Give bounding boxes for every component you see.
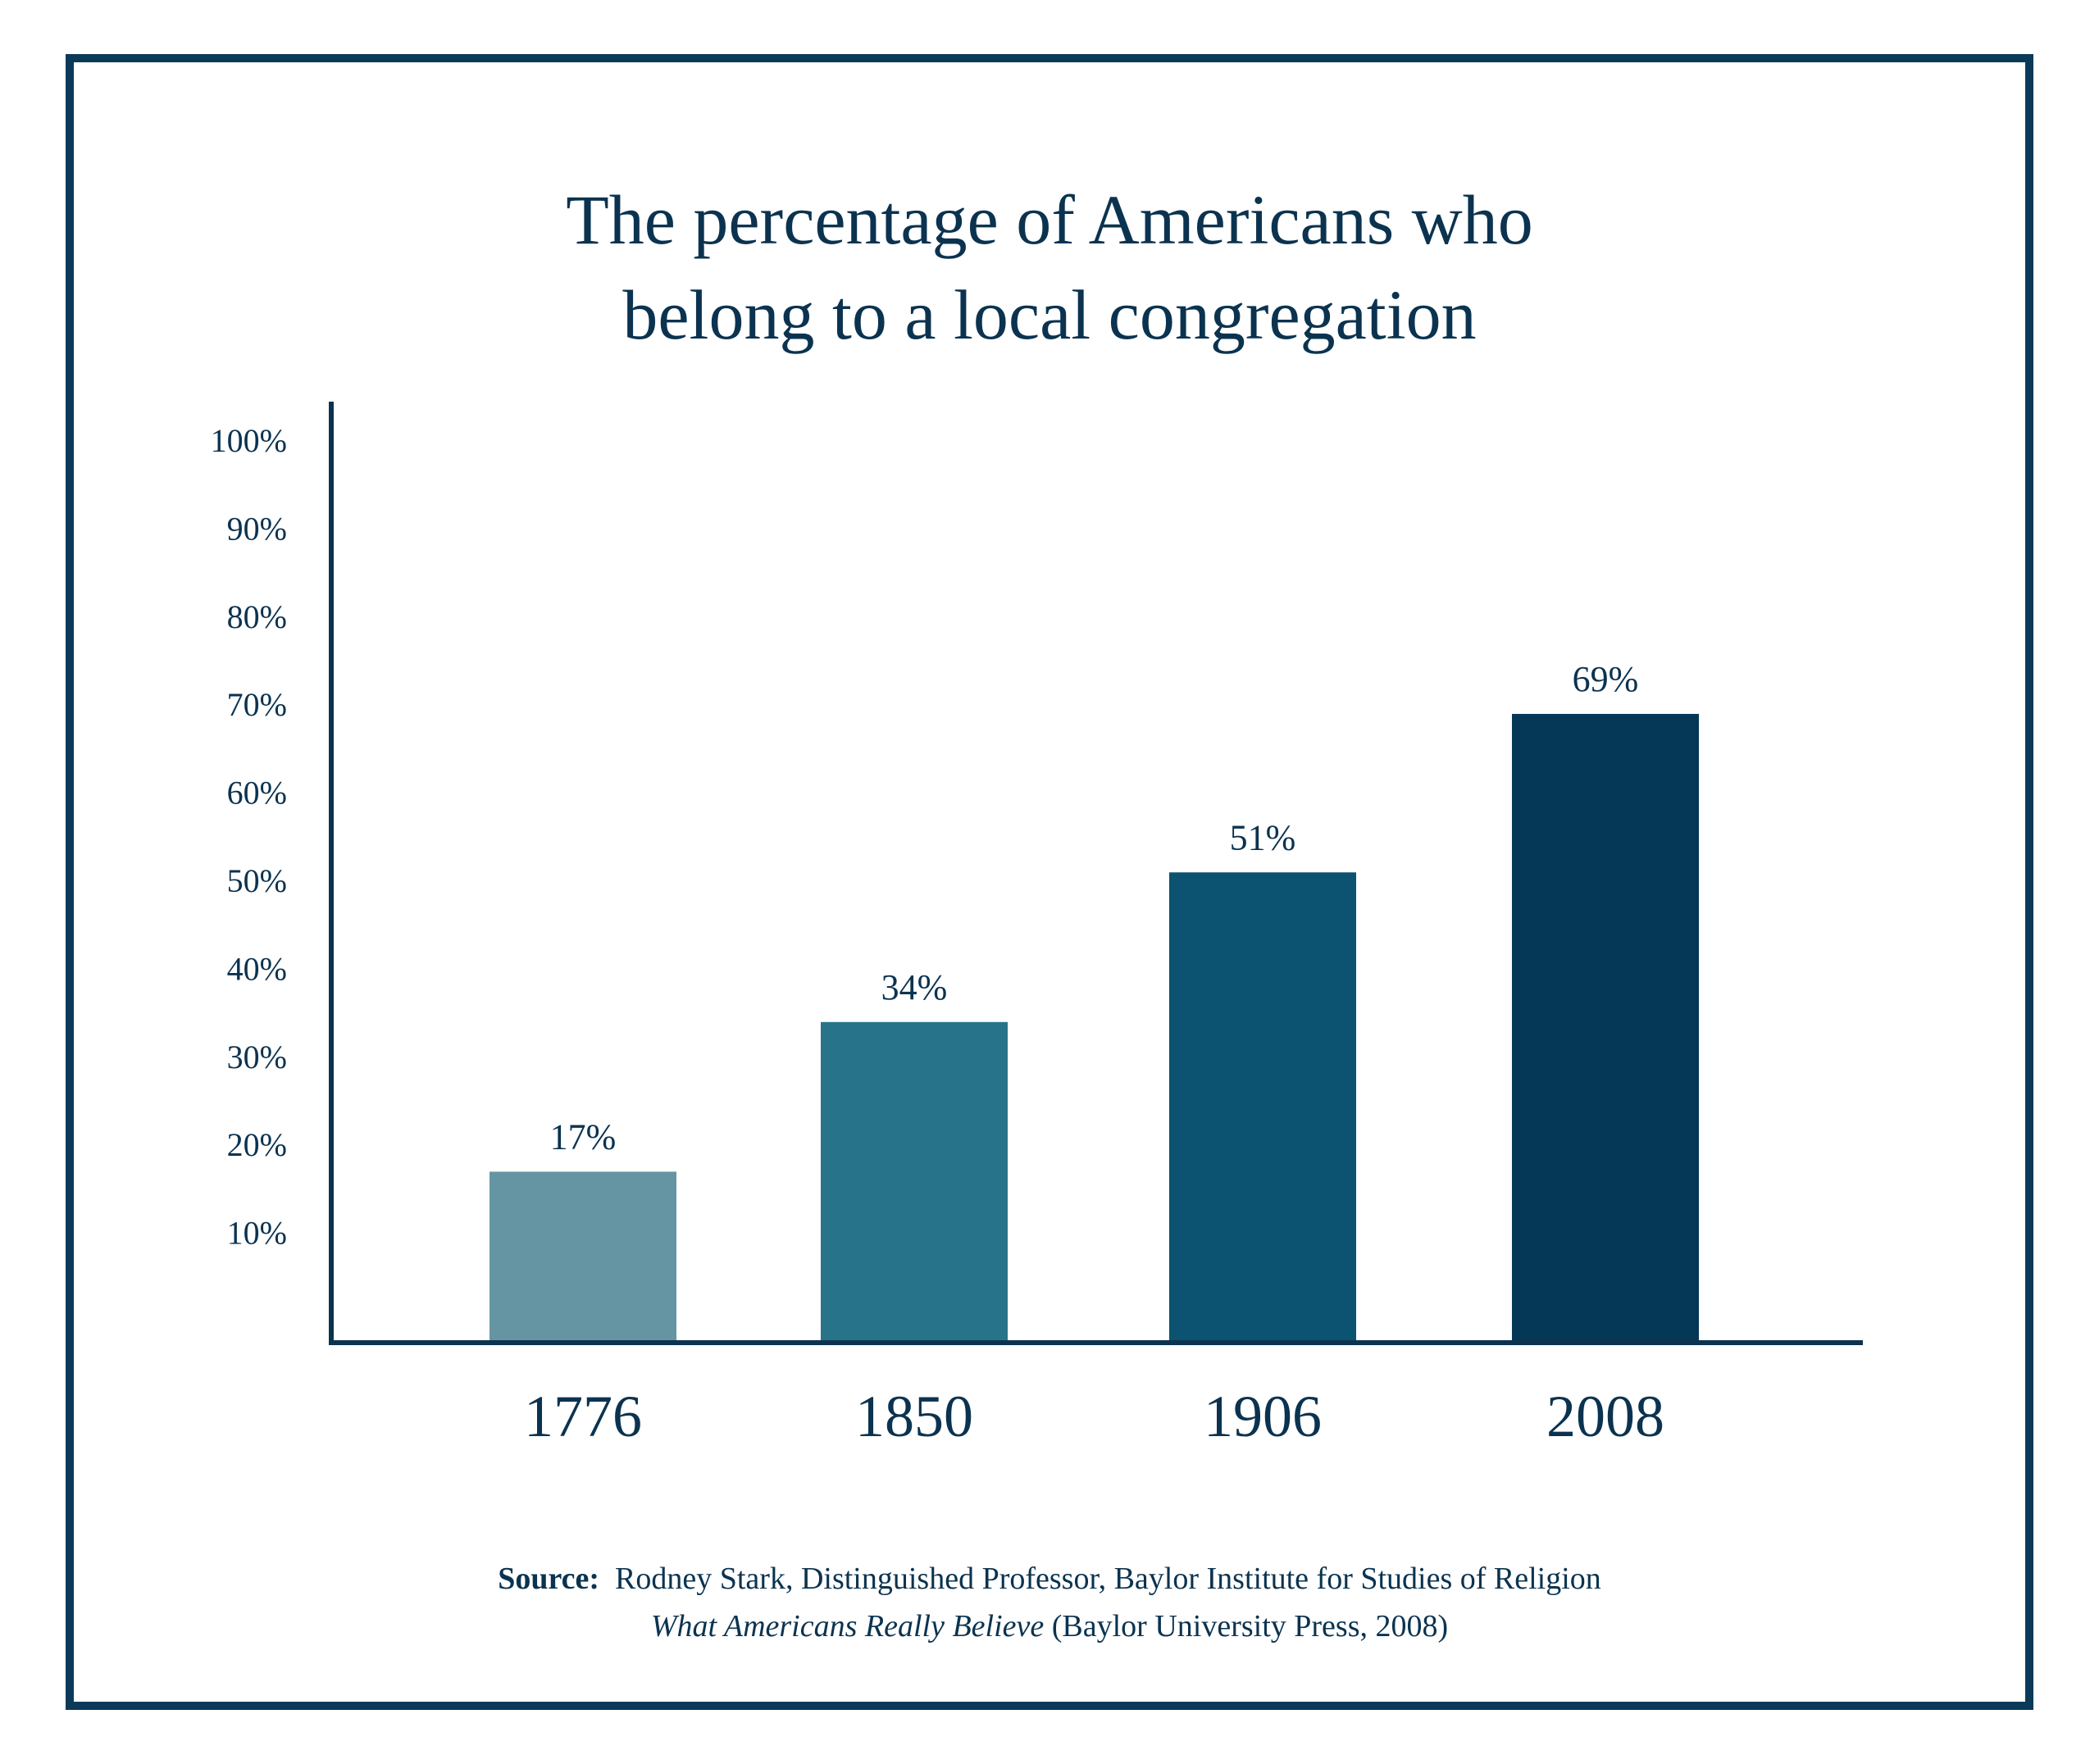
y-tick-label: 10% <box>227 1215 287 1252</box>
x-tick-label-1776: 1776 <box>524 1384 642 1449</box>
source-note: Source: Rodney Stark, Distinguished Prof… <box>0 1555 2099 1650</box>
chart-title-line-2: belong to a local congregation <box>622 275 1477 354</box>
bars <box>489 713 1699 1343</box>
y-tick-label: 80% <box>227 598 287 635</box>
x-axis-ticks: 1776 1850 1906 2008 <box>524 1384 1664 1449</box>
source-publisher: (Baylor University Press, 2008) <box>1051 1609 1449 1644</box>
bar-1906 <box>1169 872 1356 1343</box>
y-tick-label: 20% <box>227 1126 287 1163</box>
value-label-2008: 69% <box>1573 659 1639 699</box>
chart-frame <box>66 54 2033 1710</box>
y-tick-label: 70% <box>227 686 287 723</box>
source-author: Rodney Stark, Distinguished Professor, B… <box>615 1562 1601 1596</box>
source-line-1: Source: Rodney Stark, Distinguished Prof… <box>0 1555 2099 1603</box>
x-tick-label-1906: 1906 <box>1204 1384 1322 1449</box>
source-book-title: What Americans Really Believe <box>650 1609 1045 1644</box>
x-tick-label-2008: 2008 <box>1546 1384 1664 1449</box>
source-line-2: What Americans Really Believe (Baylor Un… <box>0 1603 2099 1650</box>
y-tick-label: 90% <box>227 510 287 547</box>
y-tick-label: 40% <box>227 950 287 987</box>
value-labels: 17% 34% 51% 69% <box>550 659 1639 1157</box>
chart-title-line-1: The percentage of Americans who <box>566 180 1533 259</box>
x-tick-label-1850: 1850 <box>855 1384 973 1449</box>
chart-title: The percentage of Americans who belong t… <box>0 172 2099 362</box>
y-tick-label: 30% <box>227 1039 287 1075</box>
y-tick-label: 100% <box>211 422 287 459</box>
value-label-1906: 51% <box>1230 817 1296 857</box>
source-label: Source: <box>498 1562 600 1596</box>
value-label-1850: 34% <box>881 967 948 1007</box>
bar-1776 <box>489 1171 676 1343</box>
bar-2008 <box>1512 713 1699 1343</box>
value-label-1776: 17% <box>550 1116 617 1157</box>
y-tick-label: 50% <box>227 862 287 899</box>
y-tick-label: 60% <box>227 775 287 812</box>
y-axis-ticks: 10% 20% 30% 40% 50% 60% 70% 80% 90% 100% <box>211 422 287 1252</box>
bar-1850 <box>821 1021 1008 1343</box>
